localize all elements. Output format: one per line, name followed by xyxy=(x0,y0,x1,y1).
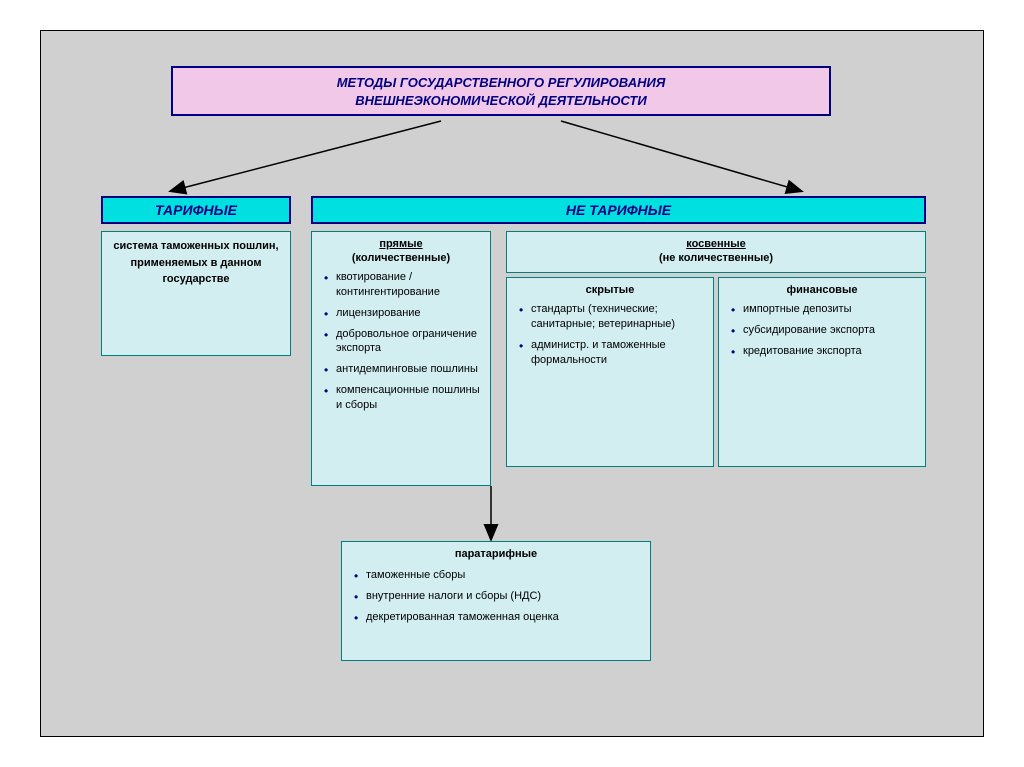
arrow-left xyxy=(171,121,441,191)
list-item: таможенные сборы xyxy=(354,568,642,583)
paratariff-items: таможенные сборы внутренние налоги и сбор… xyxy=(350,568,642,625)
list-item: администр. и таможенные формальности xyxy=(519,338,705,368)
direct-items: квотирование / контингентирование лицензи… xyxy=(320,270,482,413)
financial-items: импортные депозиты субсидирование экспорт… xyxy=(727,302,917,359)
list-item: субсидирование экспорта xyxy=(731,323,917,338)
title-line2: ВНЕШНЕЭКОНОМИЧЕСКОЙ ДЕЯТЕЛЬНОСТИ xyxy=(173,92,829,110)
tariff-header: ТАРИФНЫЕ xyxy=(101,196,291,224)
list-item: кредитование экспорта xyxy=(731,344,917,359)
list-item: импортные депозиты xyxy=(731,302,917,317)
diagram-canvas: МЕТОДЫ ГОСУДАРСТВЕННОГО РЕГУЛИРОВАНИЯ ВН… xyxy=(40,30,984,737)
list-item: антидемпинговые пошлины xyxy=(324,362,482,377)
main-title: МЕТОДЫ ГОСУДАРСТВЕННОГО РЕГУЛИРОВАНИЯ ВН… xyxy=(171,66,831,116)
indirect-header-box: косвенные (не количественные) xyxy=(506,231,926,273)
direct-box: прямые (количественные) квотирование / к… xyxy=(311,231,491,486)
tariff-body: система таможенных пошлин, применяемых в… xyxy=(101,231,291,356)
list-item: лицензирование xyxy=(324,306,482,321)
nontariff-header: НЕ ТАРИФНЫЕ xyxy=(311,196,926,224)
arrow-right xyxy=(561,121,801,191)
list-item: внутренние налоги и сборы (НДС) xyxy=(354,589,642,604)
list-item: добровольное ограничение экспорта xyxy=(324,327,482,357)
hidden-box: скрытые стандарты (технические; санитарн… xyxy=(506,277,714,467)
list-item: квотирование / контингентирование xyxy=(324,270,482,300)
paratariff-box: паратарифные таможенные сборывнутренние … xyxy=(341,541,651,661)
hidden-items: стандарты (технические; санитарные; вете… xyxy=(515,302,705,367)
list-item: декретированная таможенная оценка xyxy=(354,610,642,625)
list-item: компенсационные пошлины и сборы xyxy=(324,383,482,413)
financial-box: финансовые импортные депозитысубсидирова… xyxy=(718,277,926,467)
list-item: стандарты (технические; санитарные; вете… xyxy=(519,302,705,332)
title-line1: МЕТОДЫ ГОСУДАРСТВЕННОГО РЕГУЛИРОВАНИЯ xyxy=(173,74,829,92)
